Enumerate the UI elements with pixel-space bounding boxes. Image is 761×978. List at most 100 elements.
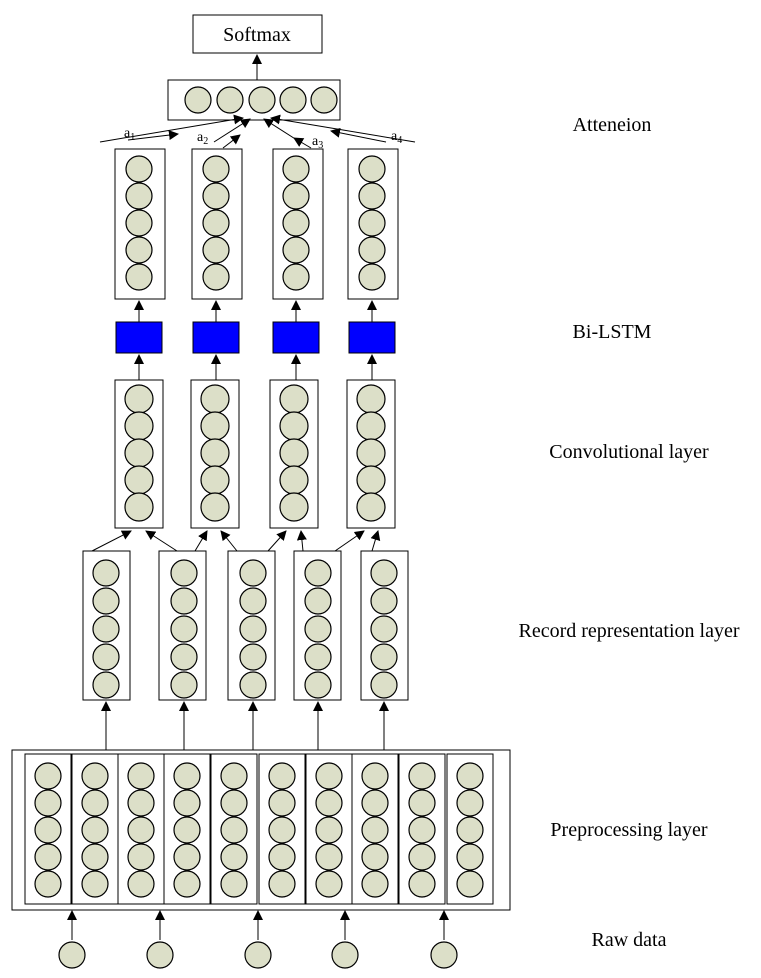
- record-column-node: [239, 559, 267, 587]
- record-column-node: [239, 615, 267, 643]
- attention-nodes: [184, 86, 338, 114]
- bilstm-output-column-node: [282, 263, 310, 291]
- preprocessing-column-node: [408, 843, 436, 871]
- label-record: Record representation layer: [518, 620, 739, 642]
- conv-input-arrow: [194, 530, 208, 552]
- attention-weight-a3: a3: [312, 134, 323, 151]
- record-column-node: [170, 587, 198, 615]
- preprocessing-column-node: [220, 843, 248, 871]
- preprocessing-column-node: [127, 762, 155, 790]
- preprocessing-column-node: [408, 870, 436, 898]
- conv-column-node: [124, 438, 154, 468]
- bilstm-output-column-node: [125, 182, 153, 210]
- label-conv: Convolutional layer: [549, 441, 709, 463]
- conv-column-node: [124, 384, 154, 414]
- preprocessing-column-node: [127, 870, 155, 898]
- preprocessing-column-node: [34, 816, 62, 844]
- preprocessing-column-node: [408, 816, 436, 844]
- record-column-node: [239, 643, 267, 671]
- bilstm-output-column-node: [358, 182, 386, 210]
- preprocessing-column-node: [456, 816, 484, 844]
- preprocessing-column-node: [268, 789, 296, 817]
- bilstm-output-column-node: [282, 182, 310, 210]
- record-column-node: [92, 643, 120, 671]
- attention-weight-arrow: [330, 127, 387, 143]
- raw-data-node: [146, 941, 174, 969]
- attention-arrow: [270, 114, 416, 143]
- preprocessing-column-node: [361, 870, 389, 898]
- attention-node: [216, 86, 244, 114]
- bilstm-cell: [115, 321, 163, 354]
- preprocessing-column-node: [315, 870, 343, 898]
- attention-weight-a2: a2: [197, 130, 208, 147]
- attention-weight-arrow: [127, 130, 179, 141]
- bilstm-output-column-node: [282, 209, 310, 237]
- convolutional-columns: [114, 379, 396, 529]
- preprocessing-column-node: [361, 816, 389, 844]
- conv-column-node: [279, 492, 309, 522]
- conv-input-arrow: [296, 530, 307, 552]
- record-column-node: [92, 559, 120, 587]
- bilstm-output-column-node: [202, 209, 230, 237]
- record-column-node: [304, 643, 332, 671]
- record-column-node: [304, 615, 332, 643]
- preprocessing-column-node: [127, 843, 155, 871]
- attention-node: [184, 86, 212, 114]
- conv-column-node: [356, 465, 386, 495]
- record-column-node: [170, 559, 198, 587]
- record-column-node: [370, 587, 398, 615]
- conv-column-node: [279, 465, 309, 495]
- attention-node: [248, 86, 276, 114]
- preprocessing-column-node: [220, 789, 248, 817]
- bilstm-output-column-node: [125, 209, 153, 237]
- conv-column-node: [200, 438, 230, 468]
- preprocessing-column-node: [81, 843, 109, 871]
- softmax-label: Softmax: [223, 24, 291, 46]
- preprocessing-column-node: [127, 816, 155, 844]
- conv-column-node: [124, 492, 154, 522]
- bilstm-output-column-node: [125, 236, 153, 264]
- preprocessing-column-node: [456, 843, 484, 871]
- bilstm-output-column-node: [125, 263, 153, 291]
- bilstm-output-column-node: [202, 263, 230, 291]
- label-raw-data: Raw data: [592, 929, 667, 951]
- preprocessing-column-node: [173, 843, 201, 871]
- preprocessing-column-node: [268, 870, 296, 898]
- conv-column-node: [124, 411, 154, 441]
- conv-column-node: [200, 411, 230, 441]
- record-column-node: [92, 587, 120, 615]
- convolution-arrows: [91, 530, 381, 552]
- attention-weight-arrow: [293, 137, 312, 149]
- attention-arrows: [99, 114, 416, 149]
- bilstm-cell: [192, 321, 240, 354]
- conv-column-node: [200, 465, 230, 495]
- preprocessing-column-node: [81, 870, 109, 898]
- bilstm-output-column-node: [282, 236, 310, 264]
- raw-data-node: [58, 941, 86, 969]
- record-column-node: [239, 587, 267, 615]
- attention-weight-a1: a1: [124, 126, 135, 143]
- preprocessing-column-node: [127, 789, 155, 817]
- preprocessing-column-node: [315, 816, 343, 844]
- preprocessing-column-node: [34, 762, 62, 790]
- attention-weight-arrow: [222, 134, 241, 149]
- conv-column-node: [279, 411, 309, 441]
- bilstm-output-column-node: [202, 236, 230, 264]
- record-column-node: [370, 615, 398, 643]
- record-column-node: [170, 671, 198, 699]
- preprocessing-column-node: [81, 789, 109, 817]
- bilstm-output-column-node: [358, 155, 386, 183]
- raw-data-nodes: [58, 910, 458, 969]
- conv-input-arrow: [145, 530, 178, 552]
- attention-arrow: [99, 114, 244, 143]
- preprocessing-column-node: [456, 762, 484, 790]
- preprocessing-column-node: [268, 762, 296, 790]
- conv-input-arrow: [220, 530, 238, 552]
- preprocessing-column-node: [173, 870, 201, 898]
- preprocessing-column-node: [315, 843, 343, 871]
- conv-input-arrow: [334, 530, 365, 552]
- conv-column-node: [124, 465, 154, 495]
- preprocessing-column-node: [361, 789, 389, 817]
- conv-input-arrow: [267, 530, 287, 552]
